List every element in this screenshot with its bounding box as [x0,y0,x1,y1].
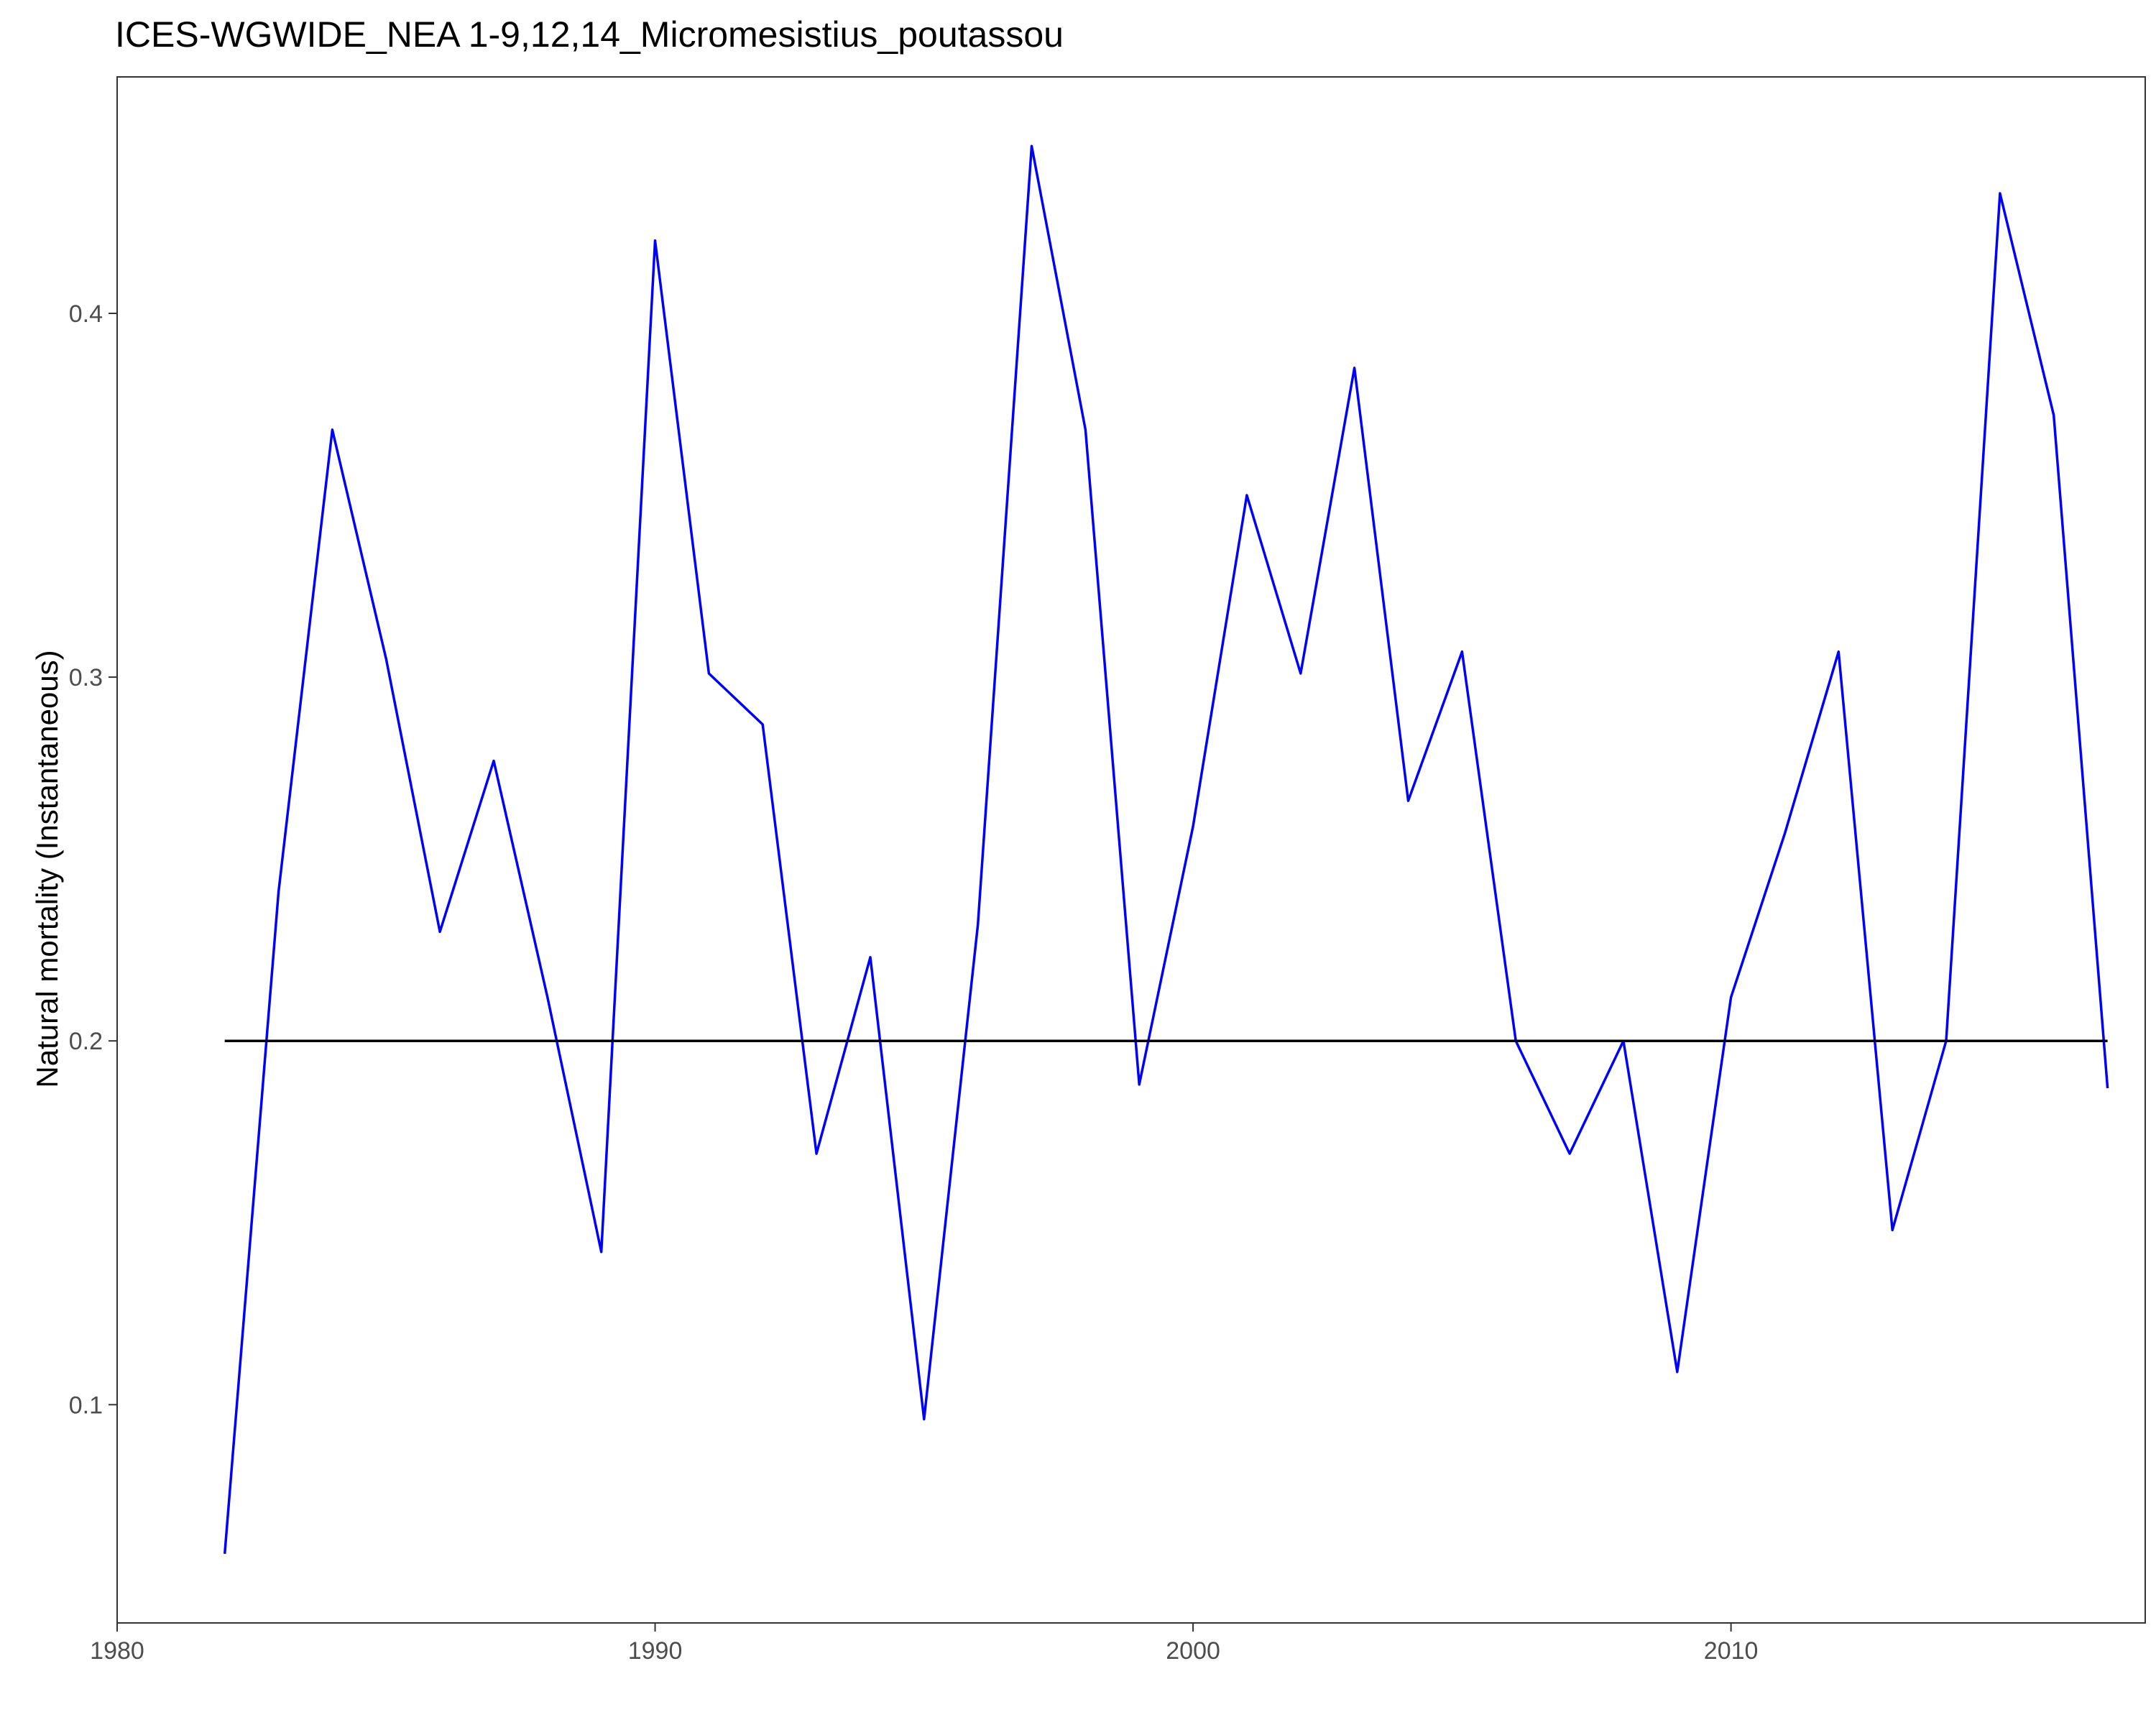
chart-title: ICES-WGWIDE_NEA 1-9,12,14_Micromesistius… [115,14,1064,55]
y-tick-label-0.3: 0.3 [69,664,103,691]
x-tick-label-2000: 2000 [1166,1637,1220,1665]
y-tick-label-0.4: 0.4 [69,300,103,328]
plot-panel-border [116,76,2146,1624]
x-tick-label-1990: 1990 [628,1637,683,1665]
y-tick-label-0.2: 0.2 [69,1028,103,1055]
x-tick-label-2010: 2010 [1704,1637,1759,1665]
y-tick-label-0.1: 0.1 [69,1392,103,1419]
series-line-mortality [223,144,2109,1554]
plot-area: 0.1 0.2 0.3 0.4 1980 1990 2000 2010 [69,76,2146,1665]
x-tick-label-1980: 1980 [90,1637,144,1665]
y-axis-label: Natural mortality (Instantaneous) [30,650,64,1087]
